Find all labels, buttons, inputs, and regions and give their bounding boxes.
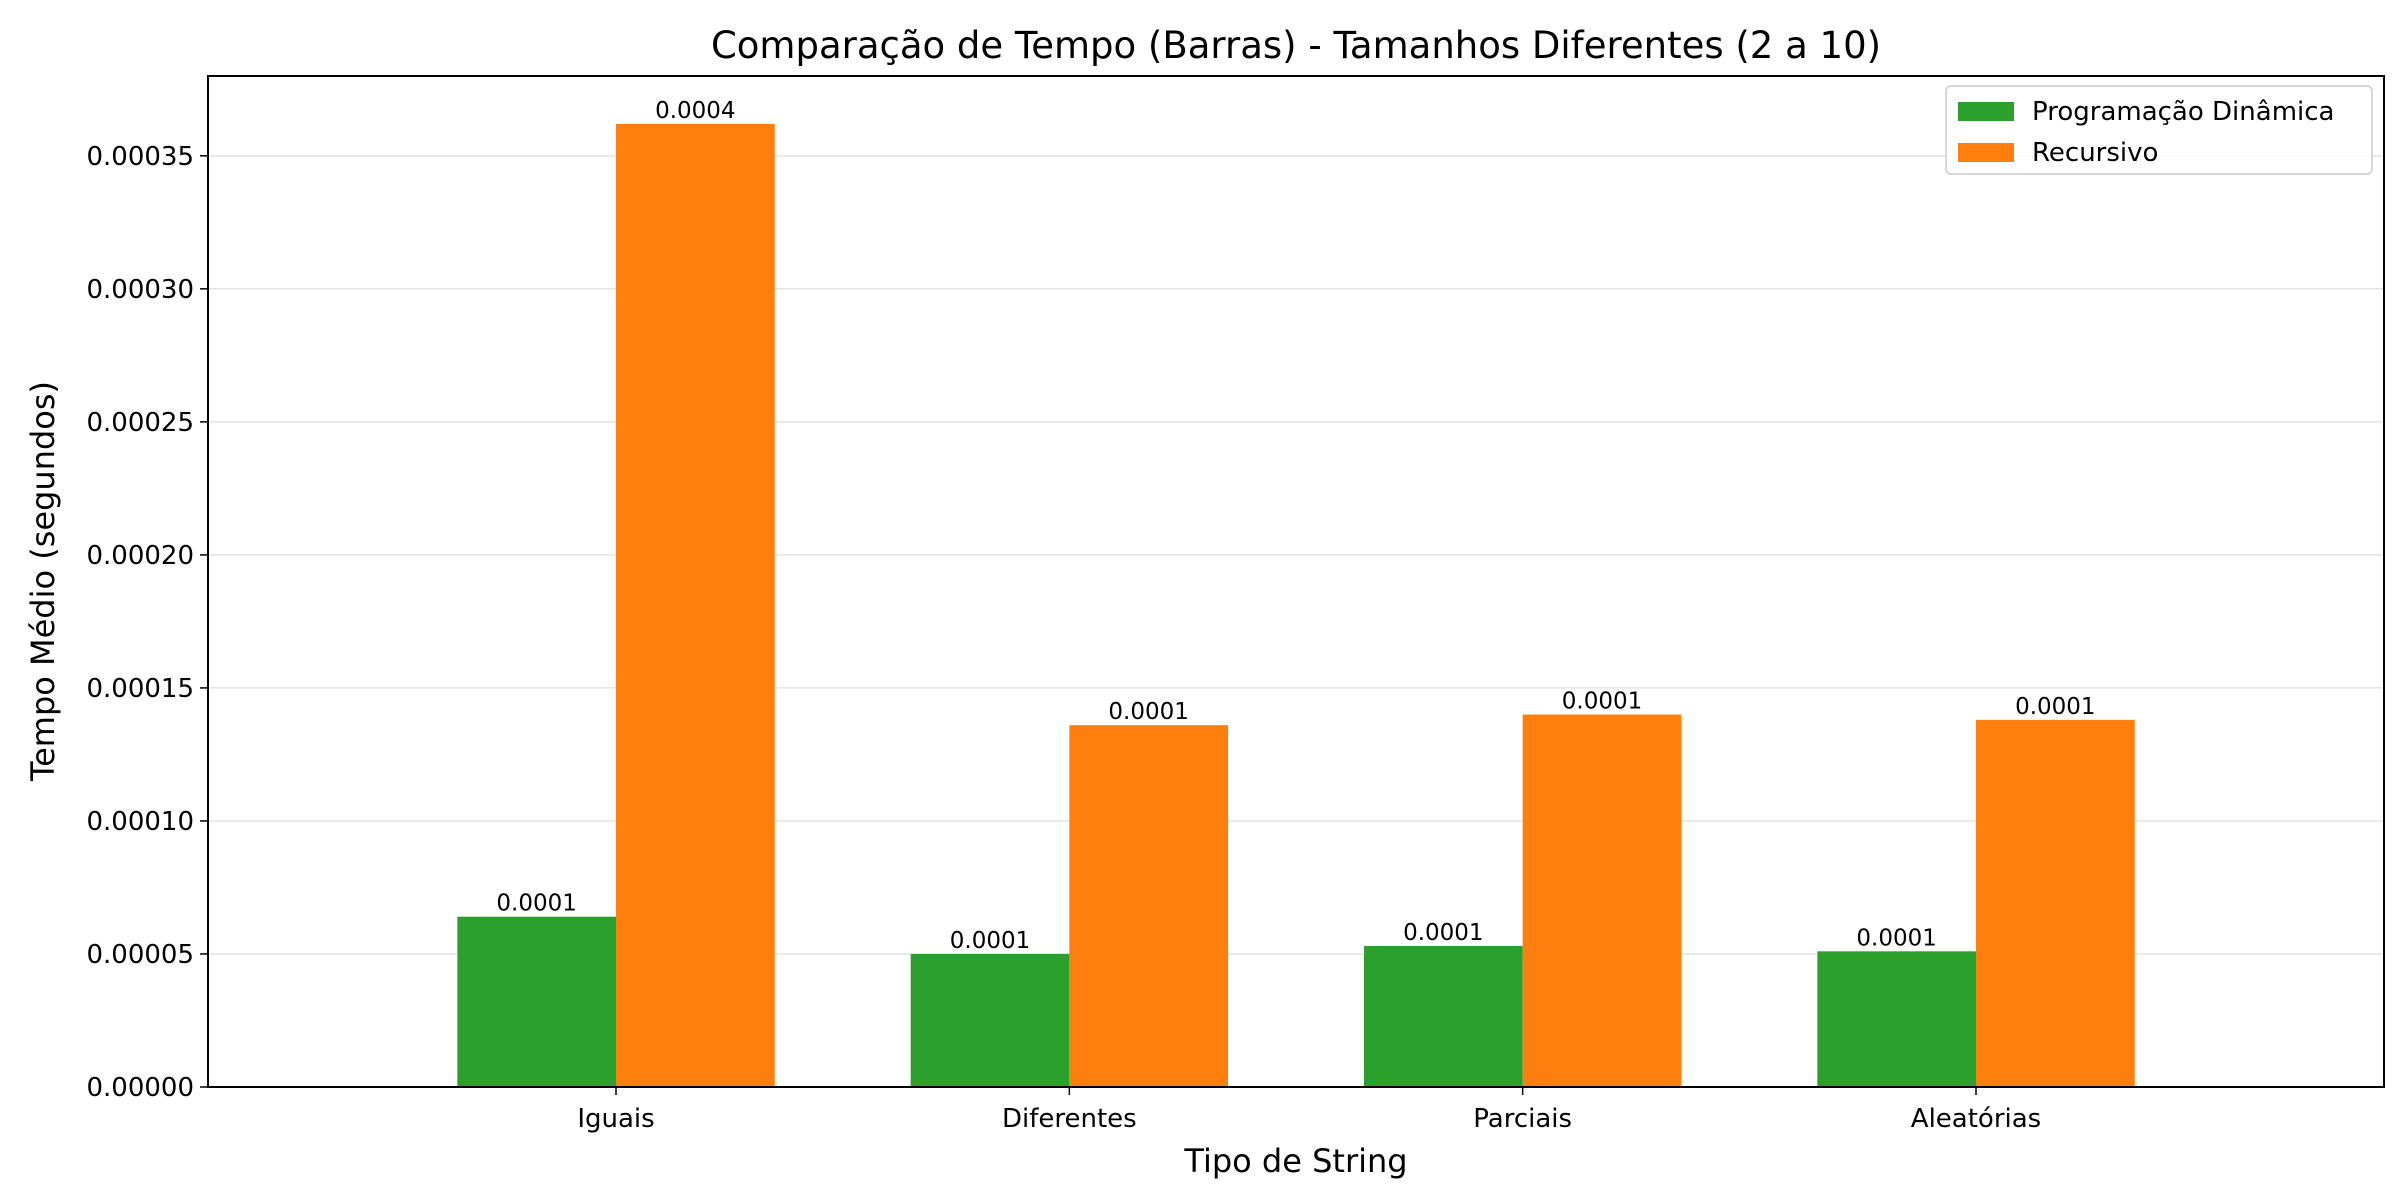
plot-frame: [207, 75, 2385, 1088]
bar-dp: [910, 953, 1070, 1087]
y-tick-label: 0.00030: [86, 275, 194, 305]
bar-recursive: [1976, 719, 2135, 1087]
legend: Programação Dinâmica Recursivo: [1945, 85, 2373, 175]
x-tick-label: Aleatórias: [1911, 1104, 2041, 1134]
x-axis-title: Tipo de String: [1183, 1142, 1407, 1180]
bar-data-label: 0.0001: [950, 928, 1030, 954]
bar-dp: [1817, 951, 1976, 1087]
bar-recursive: [1522, 714, 1682, 1087]
bar-data-label: 0.0001: [1856, 925, 1936, 951]
bar-data-label: 0.0001: [2015, 694, 2095, 720]
y-tick-label: 0.00025: [86, 408, 194, 438]
x-axis-ticks: Iguais Diferentes Parciais Aleatórias: [577, 1087, 2041, 1134]
y-tick-label: 0.00015: [86, 674, 194, 704]
bar-data-label: 0.0001: [1562, 689, 1642, 715]
y-tick-label: 0.00035: [86, 142, 194, 172]
bar-data-labels: 0.0001 0.0004 0.0001 0.0001 0.0001 0.0001 0.00…: [496, 98, 2095, 954]
bars: [457, 123, 2135, 1088]
y-axis-ticks: 0.00000 0.00005 0.00010 0.00015 0.00020 0.000…: [86, 142, 208, 1103]
x-tick-label: Parciais: [1473, 1104, 1572, 1134]
bar-data-label: 0.0001: [1108, 699, 1188, 725]
x-tick-label: Diferentes: [1002, 1104, 1137, 1134]
legend-label: Recursivo: [2032, 138, 2158, 168]
x-tick-label: Iguais: [577, 1104, 654, 1134]
legend-swatch: [1958, 102, 2014, 121]
bar-data-label: 0.0004: [655, 98, 735, 124]
y-axis-title: Tempo Médio (segundos): [24, 381, 62, 782]
y-tick-label: 0.00010: [86, 807, 194, 837]
bar-data-label: 0.0001: [496, 891, 576, 917]
bar-dp: [1364, 945, 1523, 1087]
bar-data-label: 0.0001: [1403, 920, 1483, 946]
chart-title: Comparação de Tempo (Barras) - Tamanhos …: [711, 24, 1881, 67]
bar-dp: [457, 916, 616, 1087]
y-tick-label: 0.00005: [86, 940, 194, 970]
bar-recursive: [616, 123, 775, 1088]
y-tick-label: 0.00020: [86, 541, 194, 571]
y-tick-label: 0.00000: [86, 1073, 194, 1103]
bar-recursive: [1069, 725, 1228, 1087]
legend-swatch: [1958, 143, 2014, 162]
legend-label: Programação Dinâmica: [2032, 97, 2334, 127]
legend-box: [1945, 85, 2373, 175]
